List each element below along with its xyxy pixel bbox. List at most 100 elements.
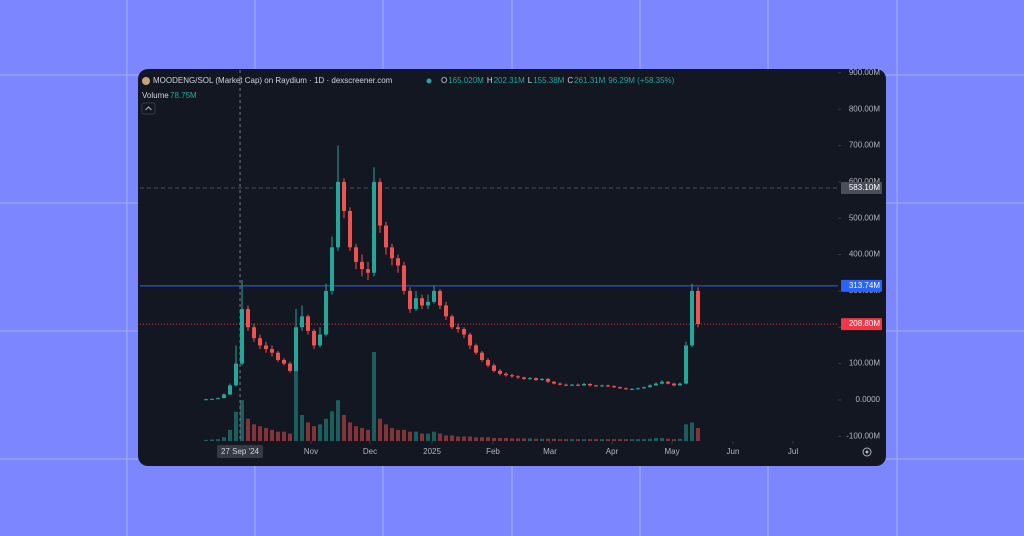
- candle-body: [522, 377, 527, 379]
- ohlc-key: O: [441, 76, 447, 85]
- candle-body: [474, 345, 479, 353]
- candle-body: [378, 181, 383, 226]
- candle-body: [540, 378, 545, 380]
- price-label: 583.10M: [849, 183, 880, 192]
- volume-bar: [402, 429, 407, 441]
- candle-body: [324, 290, 329, 335]
- candle-body: [408, 290, 413, 310]
- volume-bar: [474, 437, 479, 441]
- x-tick-label: Nov: [304, 447, 318, 456]
- volume-bar: [366, 429, 371, 441]
- candle-body: [648, 385, 653, 388]
- volume-bar: [216, 439, 221, 441]
- candle-body: [390, 247, 395, 259]
- volume-bar: [396, 429, 401, 441]
- volume-bar: [204, 439, 209, 441]
- volume-bar: [306, 422, 311, 441]
- candle-body: [276, 352, 281, 360]
- candle-layer: [204, 145, 701, 401]
- x-tick-label: Dec: [363, 447, 377, 456]
- volume-bar: [270, 429, 275, 441]
- candle-body: [216, 398, 221, 400]
- candle-body: [348, 210, 353, 248]
- volume-bar: [342, 415, 347, 441]
- volume-bar: [600, 439, 605, 441]
- candle-body: [294, 327, 299, 371]
- candle-body: [444, 305, 449, 317]
- token-icon: [142, 77, 150, 85]
- candle-body: [204, 399, 209, 401]
- volume-bar: [444, 435, 449, 441]
- volume-bar: [258, 426, 263, 441]
- collapse-button[interactable]: [141, 102, 156, 115]
- candle-body: [528, 378, 533, 380]
- candle-body: [414, 298, 419, 310]
- volume-bar: [426, 433, 431, 441]
- chart-card: [138, 69, 886, 466]
- x-tick-label: Jul: [788, 447, 798, 456]
- volume-bar: [522, 438, 527, 441]
- volume-bar: [294, 340, 299, 441]
- x-tick-label: Jun: [727, 447, 740, 456]
- candle-body: [372, 181, 377, 273]
- candle-body: [456, 327, 461, 330]
- volume-bar: [372, 351, 377, 441]
- candle-body: [252, 327, 257, 339]
- candle-body: [546, 378, 551, 382]
- volume-bar: [330, 411, 335, 441]
- volume-bar: [360, 428, 365, 441]
- ohlc-key: C: [567, 76, 573, 85]
- volume-bar: [408, 431, 413, 441]
- volume-bar: [660, 438, 665, 441]
- candle-body: [420, 298, 425, 306]
- x-tick-label: Feb: [486, 447, 500, 456]
- volume-bar: [420, 433, 425, 441]
- candle-body: [630, 389, 635, 391]
- candle-body: [426, 301, 431, 306]
- candle-body: [270, 349, 275, 353]
- chart-title: MOODENG/SOL (Market Cap) on Raydium · 1D…: [153, 76, 393, 85]
- candle-body: [570, 384, 575, 386]
- candle-body: [306, 316, 311, 331]
- volume-bar: [606, 439, 611, 441]
- candle-body: [438, 290, 443, 306]
- candle-body: [384, 225, 389, 248]
- candle-body: [498, 370, 503, 374]
- candle-body: [492, 365, 497, 371]
- volume-bar: [498, 438, 503, 441]
- volume-bar: [384, 424, 389, 441]
- volume-bar: [456, 436, 461, 441]
- volume-bar: [234, 411, 239, 441]
- volume-bar: [210, 439, 215, 441]
- candle-body: [366, 269, 371, 273]
- candle-body: [360, 261, 365, 270]
- volume-bar: [510, 438, 515, 441]
- volume-bar: [630, 439, 635, 441]
- volume-label: Volume: [142, 91, 169, 100]
- candle-body: [300, 316, 305, 328]
- volume-bar: [468, 436, 473, 441]
- candle-body: [684, 345, 689, 384]
- candle-body: [468, 334, 473, 346]
- volume-layer: [204, 340, 701, 441]
- ohlc-value: 261.31M: [574, 76, 605, 85]
- volume-bar: [564, 439, 569, 441]
- ohlc-value: 155.38M: [533, 76, 564, 85]
- volume-bar: [228, 429, 233, 441]
- candle-body: [258, 338, 263, 346]
- settings-button[interactable]: [862, 447, 872, 457]
- volume-bar: [492, 438, 497, 441]
- volume-bar: [318, 424, 323, 441]
- volume-bar: [684, 424, 689, 441]
- price-label-box: [841, 182, 882, 195]
- volume-bar: [480, 437, 485, 441]
- candle-body: [582, 383, 587, 386]
- y-tick-label: 700.00M: [849, 141, 880, 150]
- ohlc-legend: O 165.020M H 202.31M L 155.38M C 261.31M 96.29M …: [441, 76, 675, 85]
- candle-body: [576, 384, 581, 386]
- volume-bar: [414, 431, 419, 441]
- candle-body: [516, 376, 521, 378]
- volume-bar: [438, 433, 443, 441]
- volume-bar: [312, 426, 317, 441]
- ohlc-value: 165.020M: [448, 76, 484, 85]
